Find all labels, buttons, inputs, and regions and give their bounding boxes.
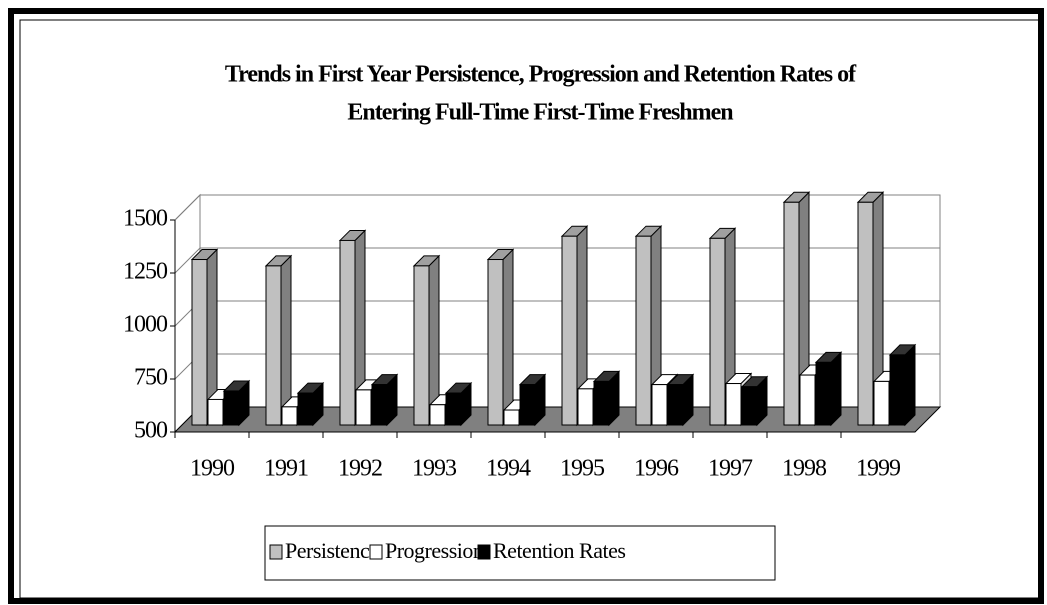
bar xyxy=(783,201,800,426)
chart-frame xyxy=(19,19,1041,599)
bar xyxy=(503,409,520,426)
grid-line xyxy=(174,194,201,221)
chart-title: Trends in First Year Persistence, Progre… xyxy=(225,62,857,88)
bar xyxy=(741,386,758,426)
bar xyxy=(873,380,890,426)
outer-frame xyxy=(8,8,1044,604)
legend-label: Persistence xyxy=(285,538,378,563)
legend-box xyxy=(264,525,776,581)
bar xyxy=(815,361,832,426)
bar xyxy=(635,235,652,426)
y-tick-label: 1250 xyxy=(123,259,168,285)
bar xyxy=(889,354,906,426)
x-tick-label: 1997 xyxy=(708,456,753,482)
legend-swatch xyxy=(369,544,383,560)
x-tick-label: 1996 xyxy=(634,456,679,482)
bar xyxy=(281,406,298,426)
legend-swatch xyxy=(269,544,283,560)
chart-title: Entering Full-Time First-Time Freshmen xyxy=(347,100,733,126)
bar xyxy=(429,404,446,426)
bar xyxy=(651,384,668,426)
x-tick-label: 1991 xyxy=(264,456,308,482)
bar xyxy=(487,259,504,426)
bar xyxy=(561,235,578,426)
bar xyxy=(371,384,388,426)
x-tick-label: 1993 xyxy=(412,456,457,482)
bar-side xyxy=(502,248,514,427)
y-tick-label: 500 xyxy=(134,418,168,444)
bar xyxy=(355,389,372,426)
bar xyxy=(445,392,462,426)
bar-side xyxy=(830,351,842,427)
bar xyxy=(709,237,726,426)
bar xyxy=(265,265,282,426)
bar-side xyxy=(904,343,916,427)
bar xyxy=(207,398,224,426)
bar xyxy=(519,384,536,426)
x-tick-label: 1994 xyxy=(486,456,531,482)
bar xyxy=(297,392,314,426)
x-tick-label: 1999 xyxy=(856,456,901,482)
bar xyxy=(191,259,208,426)
y-tick-label: 750 xyxy=(134,365,168,391)
x-tick-label: 1998 xyxy=(782,456,827,482)
bar xyxy=(725,383,742,426)
bar xyxy=(413,265,430,426)
bar xyxy=(857,201,874,426)
legend-swatch xyxy=(477,544,491,560)
y-tick-label: 1500 xyxy=(123,206,168,232)
bar xyxy=(223,390,240,426)
bar xyxy=(593,380,610,426)
bar xyxy=(339,239,356,426)
x-tick-label: 1990 xyxy=(190,456,235,482)
legend-label: Retention Rates xyxy=(493,538,625,563)
x-tick-label: 1992 xyxy=(338,456,382,482)
bar xyxy=(577,388,594,426)
bar xyxy=(667,384,684,426)
x-tick-label: 1995 xyxy=(560,456,605,482)
legend-label: Progression xyxy=(385,538,484,563)
grid-line xyxy=(174,247,201,274)
y-tick-label: 1000 xyxy=(123,312,168,338)
bar xyxy=(799,374,816,426)
